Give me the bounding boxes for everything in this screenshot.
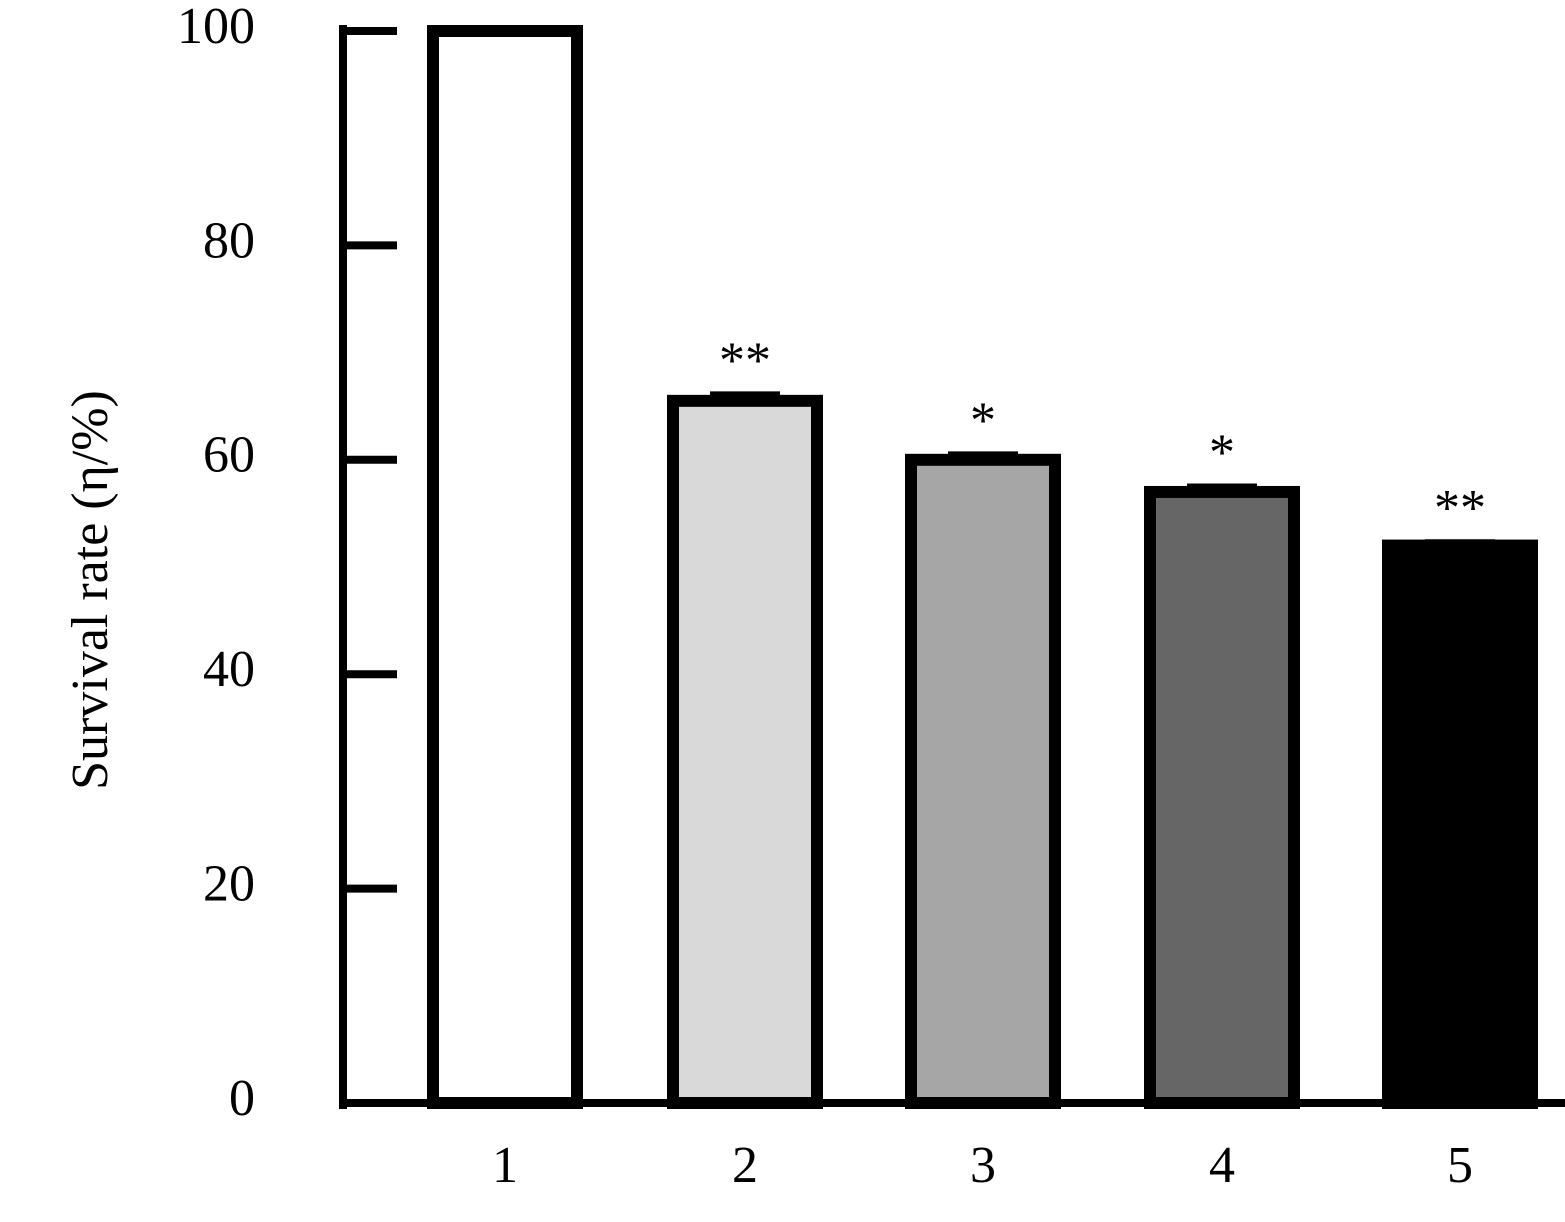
significance-label: ** xyxy=(719,332,771,389)
bar xyxy=(427,25,583,1109)
x-tick-label: 2 xyxy=(732,1137,758,1194)
y-axis-label: Survival rate (η/%) xyxy=(62,390,119,790)
y-tick-label: 60 xyxy=(203,427,255,484)
x-tick-label: 4 xyxy=(1209,1137,1235,1194)
x-tick-label: 5 xyxy=(1447,1137,1473,1194)
significance-label: ** xyxy=(1434,480,1486,537)
x-tick-label: 3 xyxy=(970,1137,996,1194)
bar xyxy=(667,394,823,1109)
y-tick-label: 100 xyxy=(177,0,255,55)
y-tick-label: 80 xyxy=(203,212,255,269)
significance-label: * xyxy=(970,392,996,449)
x-tick-label: 1 xyxy=(492,1137,518,1194)
bar xyxy=(1382,539,1538,1109)
y-tick-label: 0 xyxy=(229,1070,255,1127)
bar xyxy=(905,453,1061,1109)
bar xyxy=(1144,485,1300,1109)
y-tick-label: 40 xyxy=(203,641,255,698)
significance-label: * xyxy=(1209,424,1235,481)
y-tick-label: 20 xyxy=(203,856,255,913)
